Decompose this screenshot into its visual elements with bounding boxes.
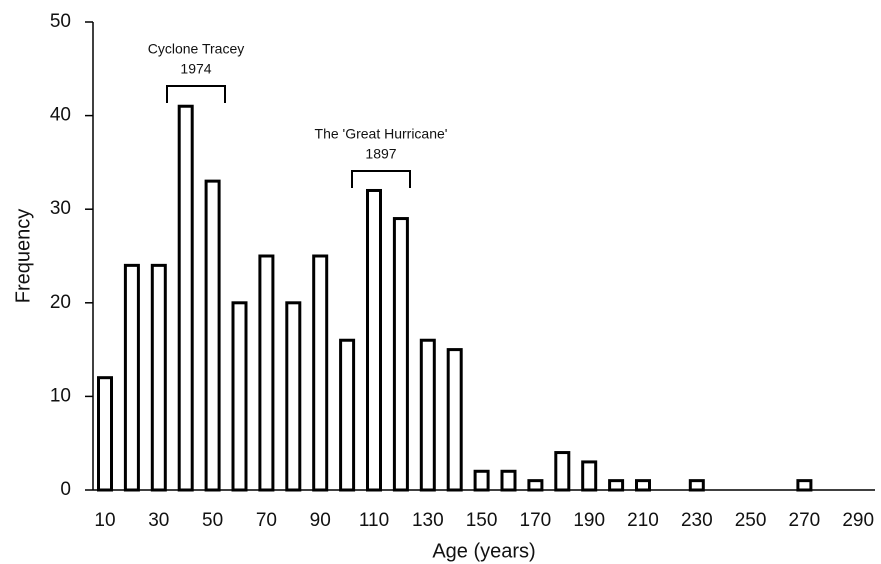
bar <box>97 376 113 492</box>
bar <box>419 338 436 492</box>
bar <box>527 479 544 492</box>
bar <box>123 263 140 492</box>
x-tick-label: 30 <box>148 510 169 531</box>
x-tick-label: 110 <box>359 510 389 531</box>
x-tick-label: 190 <box>573 510 605 531</box>
x-tick-label: 10 <box>94 510 115 531</box>
x-tick-label: 50 <box>202 510 223 531</box>
y-axis-title: Frequency <box>12 209 34 304</box>
annotation-bracket <box>166 85 226 103</box>
bar <box>608 479 625 492</box>
x-tick-label: 150 <box>466 510 498 531</box>
bar <box>688 479 705 492</box>
x-tick-label: 210 <box>627 510 659 531</box>
x-tick-label: 290 <box>842 510 874 531</box>
x-tick-label: 270 <box>789 510 821 531</box>
annotation: 1974 <box>180 61 211 77</box>
bar <box>150 263 167 492</box>
bar <box>312 254 329 492</box>
bar <box>258 254 275 492</box>
x-tick-label: 230 <box>681 510 713 531</box>
bar <box>177 104 194 492</box>
bar <box>339 338 356 492</box>
annotation: 1897 <box>365 146 396 162</box>
y-tick-label: 20 <box>50 292 71 313</box>
annotation-bracket <box>351 170 411 188</box>
y-tick-label: 50 <box>50 11 71 32</box>
bar <box>500 469 517 492</box>
bar <box>473 469 490 492</box>
bar <box>285 301 302 492</box>
bar <box>446 348 463 492</box>
x-axis-title: Age (years) <box>432 540 535 562</box>
x-tick-label: 130 <box>412 510 444 531</box>
bar <box>796 479 813 492</box>
x-tick-label: 90 <box>310 510 331 531</box>
bar <box>204 179 221 492</box>
y-tick-label: 30 <box>50 198 71 219</box>
x-tick-label: 250 <box>735 510 767 531</box>
annotation: Cyclone Tracey <box>148 41 244 57</box>
y-tick-label: 0 <box>60 479 71 500</box>
bar <box>554 451 571 492</box>
annotation: The 'Great Hurricane' <box>315 126 448 142</box>
bar <box>635 479 651 492</box>
bar <box>392 217 409 492</box>
x-tick-label: 170 <box>520 510 552 531</box>
bar <box>581 460 598 492</box>
bar <box>366 188 382 492</box>
y-tick-label: 10 <box>50 385 71 406</box>
x-tick-label: 70 <box>256 510 277 531</box>
y-tick-label: 40 <box>50 105 71 126</box>
bar <box>231 301 248 492</box>
